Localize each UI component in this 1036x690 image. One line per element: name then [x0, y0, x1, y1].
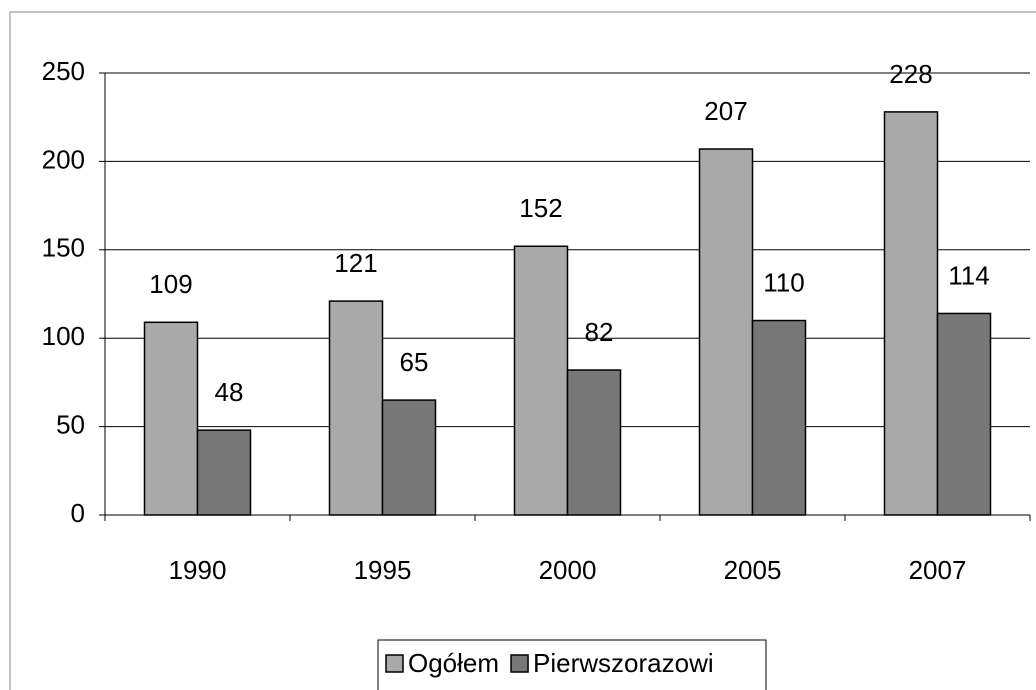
y-tick-label: 100: [42, 321, 85, 351]
data-label: 228: [889, 59, 932, 89]
bar: [196, 429, 252, 516]
x-tick-label: 1990: [169, 555, 227, 585]
x-tick-label: 2000: [539, 555, 597, 585]
legend-box: [377, 639, 767, 690]
y-tick-label: 200: [42, 144, 85, 174]
data-label: 110: [763, 267, 804, 297]
y-tick-label: 50: [56, 409, 85, 439]
data-label: 65: [400, 347, 429, 377]
data-label: 82: [585, 317, 614, 347]
x-tick-label: 2005: [724, 555, 782, 585]
x-tick-label: 2007: [909, 555, 967, 585]
bar: [883, 111, 939, 516]
legend-swatch: [385, 654, 404, 673]
bar: [143, 321, 199, 516]
legend-label: Pierwszorazowi: [533, 648, 714, 678]
y-tick-label: 250: [42, 56, 85, 86]
data-label: 114: [948, 260, 989, 290]
y-tick-label: 150: [42, 233, 85, 263]
legend-label: Ogółem: [408, 648, 499, 678]
bar: [751, 319, 807, 516]
data-label: 109: [149, 269, 192, 299]
chart-border: [9, 11, 1036, 690]
data-label: 152: [519, 193, 562, 223]
data-label: 121: [334, 248, 377, 278]
data-label: 207: [704, 96, 747, 126]
bar: [936, 312, 992, 516]
bar: [381, 399, 437, 516]
bar: [328, 300, 384, 516]
legend-swatch: [510, 654, 529, 673]
data-label: 48: [215, 377, 244, 407]
bar: [566, 369, 622, 516]
bar: [698, 148, 754, 516]
x-tick-label: 1995: [354, 555, 412, 585]
y-tick-label: 0: [71, 498, 85, 528]
bar: [513, 245, 569, 516]
